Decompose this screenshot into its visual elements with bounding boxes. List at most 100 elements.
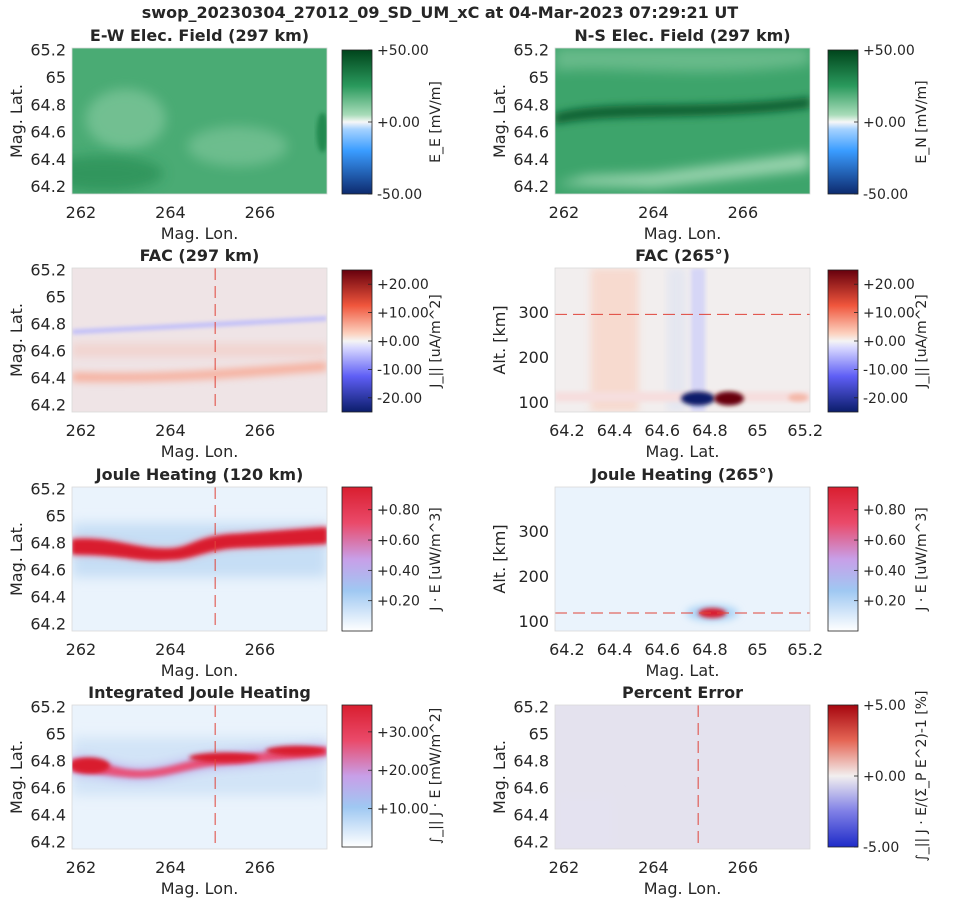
colorbar-label: ∫_|| J · E/(Σ_P E^2)-1 [%] (914, 690, 930, 861)
x-tick-label: 64.8 (692, 421, 728, 440)
x-tick-label: 266 (245, 203, 276, 222)
panel-title: Percent Error (622, 683, 743, 702)
current-blob (788, 393, 809, 402)
colorbar-tick-label: +50.00 (863, 43, 915, 59)
y-tick-label: 64.4 (513, 805, 549, 824)
axes-frame (554, 267, 811, 413)
x-tick-label: 65.2 (787, 640, 823, 659)
y-tick-label: 65.2 (30, 698, 66, 717)
heatmap-area (72, 48, 327, 194)
y-tick-label: 65.2 (513, 41, 549, 60)
x-tick-label: 65.2 (787, 421, 823, 440)
y-tick-label: 200 (518, 567, 549, 586)
x-tick-label: 65 (747, 421, 767, 440)
y-axis-label: Alt. [km] (490, 524, 509, 593)
panel-4: FAC (265°) 64.2 64.4 64.6 64.8 65 65.2 100 200 30… (490, 246, 930, 461)
y-tick-label: 64.2 (513, 177, 549, 196)
panel-1: E-W Elec. Field (297 km) 262 264 266 64.2 64.… (7, 26, 444, 243)
x-axis-label: Mag. Lon. (644, 879, 722, 898)
y-tick-label: 64.6 (30, 560, 66, 579)
y-tick-label: 65 (46, 507, 66, 526)
panel-title: E-W Elec. Field (297 km) (90, 26, 309, 45)
colorbar (827, 269, 859, 413)
x-tick-label: 264 (155, 640, 186, 659)
y-tick-label: 64.6 (30, 123, 66, 142)
x-axis-label: Mag. Lat. (645, 661, 719, 680)
y-tick-label: 64.8 (30, 752, 66, 771)
colorbar-label: E_N [mV/m] (914, 80, 930, 163)
x-tick-label: 264 (638, 203, 669, 222)
heatmap-area (72, 268, 327, 412)
heating-core (72, 757, 110, 774)
x-tick-label: 64.6 (644, 640, 680, 659)
heatmap-area (555, 487, 810, 631)
colorbar-tick-label: -5.00 (863, 840, 899, 856)
colorbar-tick-label: -10.00 (863, 362, 908, 378)
x-tick-label: 262 (549, 203, 580, 222)
field-band (555, 97, 810, 125)
field-region (72, 155, 164, 192)
colorbar-tick-label: +0.40 (377, 563, 420, 579)
panel-title: Joule Heating (265°) (590, 465, 774, 484)
panel-8: Percent Error 262 264 266 64.2 64.4 64.6 64.8 65… (490, 683, 930, 898)
x-tick-label: 262 (66, 858, 97, 877)
colorbar-tick-label: +20.00 (377, 763, 429, 779)
panel-6: Joule Heating (265°) 64.2 64.4 64.6 64.8 65 65… (490, 465, 930, 680)
x-tick-label: 65 (747, 640, 767, 659)
y-tick-label: 64.8 (30, 315, 66, 334)
colorbar-label: E_E [mV/m] (428, 81, 444, 163)
current-column (690, 268, 706, 412)
x-tick-label: 262 (66, 203, 97, 222)
y-tick-label: 65 (46, 68, 66, 87)
colorbar-tick-label: +0.00 (377, 115, 420, 131)
positive-current-blob (713, 391, 744, 406)
negative-current-blob (680, 391, 715, 406)
x-axis-label: Mag. Lon. (161, 224, 239, 243)
x-tick-label: 262 (66, 640, 97, 659)
y-axis-label: Mag. Lat. (7, 740, 26, 814)
colorbar-tick-label: +50.00 (377, 43, 429, 59)
y-tick-label: 64.6 (513, 123, 549, 142)
y-tick-label: 65 (529, 68, 549, 87)
y-tick-label: 65.2 (30, 261, 66, 280)
colorbar-tick-label: -20.00 (863, 391, 908, 407)
colorbar-label: J · E [uW/m^3] (428, 507, 444, 611)
colorbar (341, 269, 373, 413)
x-axis-label: Mag. Lat. (645, 442, 719, 461)
colorbar-label: J_|| [uA/m^2] (914, 294, 930, 388)
y-tick-label: 64.4 (30, 587, 66, 606)
heating-band (72, 746, 327, 778)
positive-current-band (72, 343, 327, 358)
x-axis-label: Mag. Lon. (161, 661, 239, 680)
y-axis-label: Alt. [km] (490, 305, 509, 374)
x-tick-label: 266 (245, 858, 276, 877)
colorbar-tick-label: +10.00 (863, 306, 915, 322)
panel-title: Integrated Joule Heating (88, 683, 311, 702)
colorbar-tick-label: +0.60 (377, 533, 420, 549)
y-tick-label: 64.2 (30, 177, 66, 196)
x-tick-label: 266 (728, 858, 759, 877)
colorbar (341, 49, 373, 195)
heating-core (265, 745, 326, 756)
negative-current-band (72, 316, 327, 334)
heatmap-area (555, 268, 810, 412)
heatmap-area (555, 705, 810, 849)
axes-frame (71, 267, 328, 413)
x-tick-label: 64.2 (549, 421, 585, 440)
x-tick-label: 262 (66, 421, 97, 440)
y-tick-label: 64.4 (30, 368, 66, 387)
panel-title: Joule Heating (120 km) (95, 465, 304, 484)
heatmap-area (72, 705, 327, 849)
y-tick-label: 64.6 (513, 778, 549, 797)
y-tick-label: 64.4 (513, 150, 549, 169)
x-axis-label: Mag. Lon. (161, 879, 239, 898)
colorbar (341, 704, 373, 848)
heating-core (189, 752, 260, 763)
colorbar-tick-label: +5.00 (863, 698, 906, 714)
y-tick-label: 64.2 (30, 395, 66, 414)
y-axis-label: Mag. Lat. (7, 522, 26, 596)
colorbar-tick-label: +0.80 (377, 503, 420, 519)
panel-title: N-S Elec. Field (297 km) (574, 26, 790, 45)
colorbar-label: J · E [uW/m^3] (914, 507, 930, 611)
colorbar-tick-label: +0.00 (863, 334, 906, 350)
